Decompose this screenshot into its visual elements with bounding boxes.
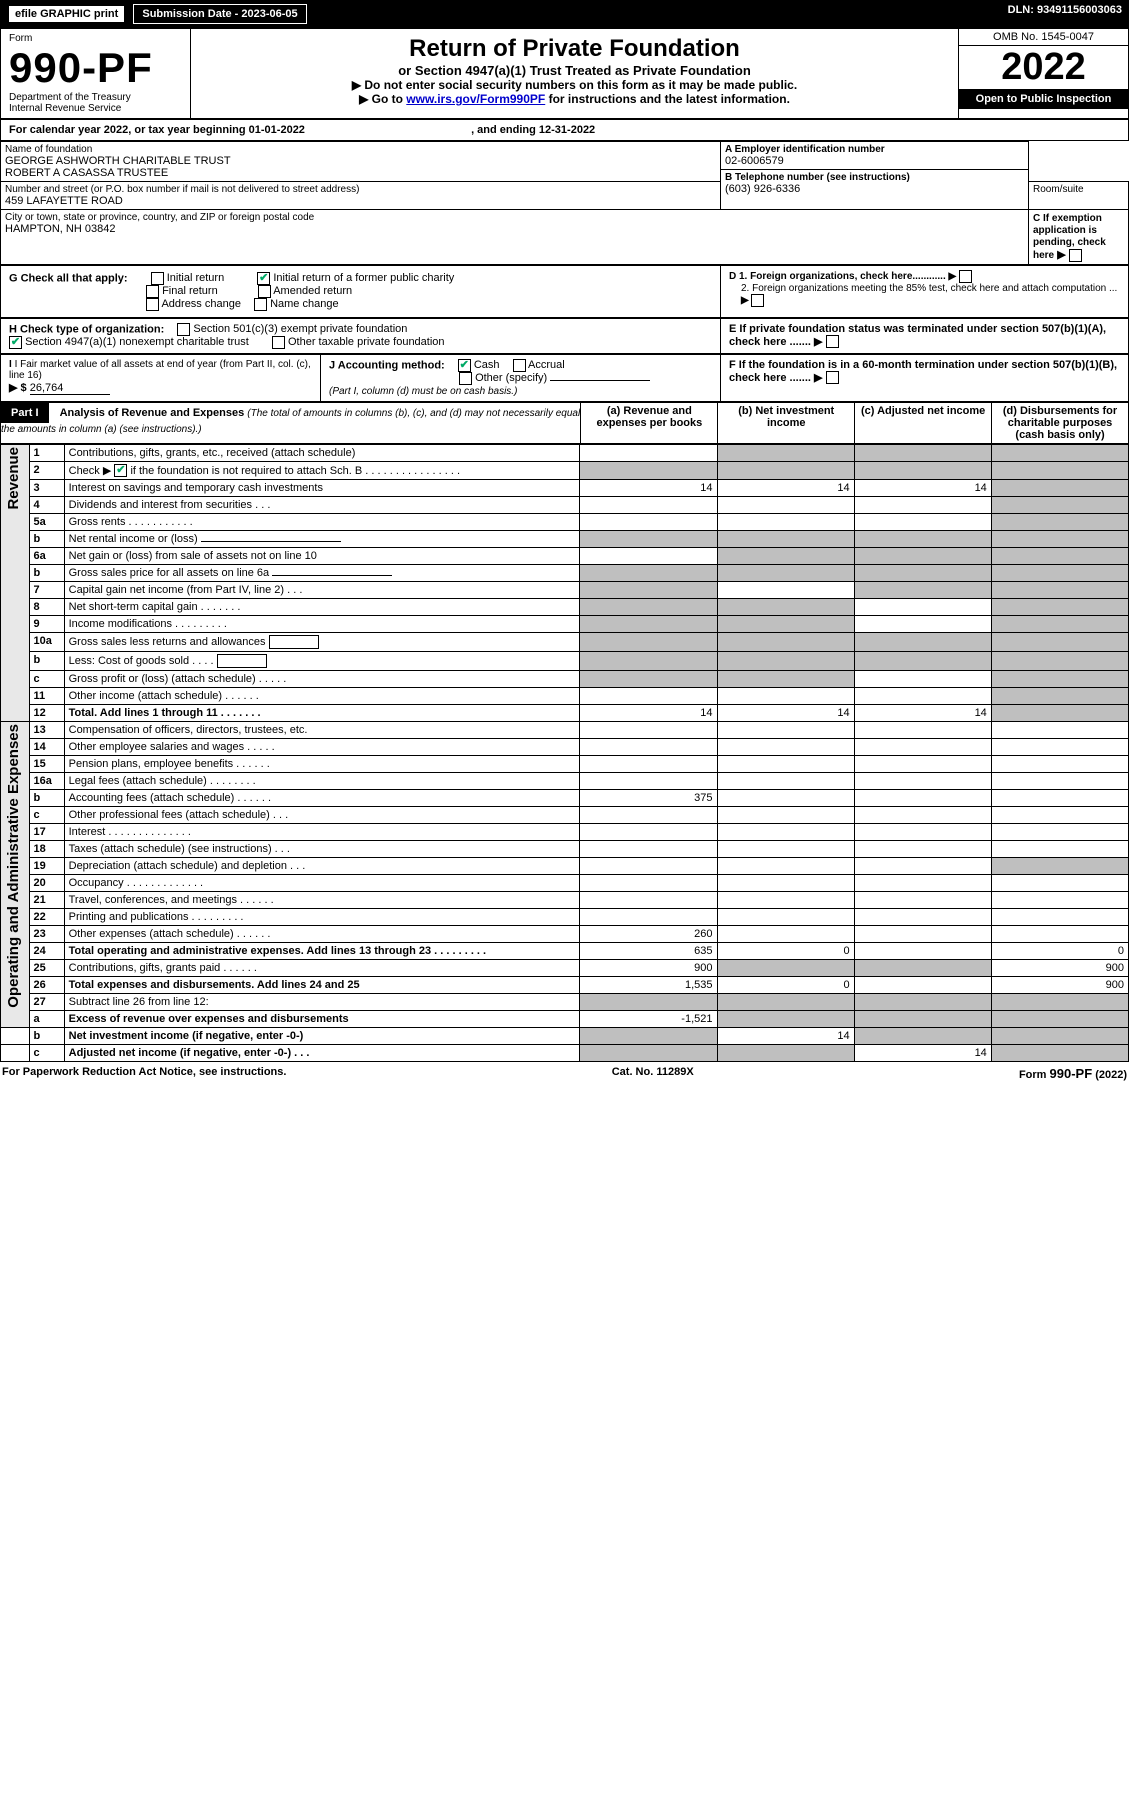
- title: Return of Private Foundation: [197, 35, 952, 63]
- footer-left: For Paperwork Reduction Act Notice, see …: [2, 1066, 286, 1081]
- city-label: City or town, state or province, country…: [5, 212, 1024, 223]
- h-label: H Check type of organization:: [9, 323, 164, 335]
- e-label: E If private foundation status was termi…: [729, 323, 1106, 348]
- tax-year: 2022: [1001, 46, 1086, 88]
- col-b: (b) Net investment income: [718, 402, 855, 443]
- name-label: Name of foundation: [5, 144, 716, 155]
- side-revenue: Revenue: [5, 447, 22, 510]
- chk-501c3[interactable]: [177, 323, 190, 336]
- h-e-block: H Check type of organization: Section 50…: [0, 318, 1129, 354]
- g-d-block: G Check all that apply: Initial return ✔…: [0, 265, 1129, 318]
- form-word: Form: [9, 33, 182, 44]
- foundation-name2: ROBERT A CASASSA TRUSTEE: [5, 167, 716, 179]
- note1: ▶ Do not enter social security numbers o…: [197, 78, 952, 92]
- part1-title: Analysis of Revenue and Expenses: [60, 407, 245, 419]
- main-header: Form 990-PF Department of the Treasury I…: [0, 28, 1129, 119]
- l2-text: Check ▶ ✔ if the foundation is not requi…: [64, 461, 580, 480]
- col-a: (a) Revenue and expenses per books: [581, 402, 718, 443]
- chk-final[interactable]: [146, 285, 159, 298]
- part1-header: Part I Analysis of Revenue and Expenses …: [0, 402, 1129, 444]
- l1-text: Contributions, gifts, grants, etc., rece…: [64, 444, 580, 461]
- chk-amended[interactable]: [258, 285, 271, 298]
- omb: OMB No. 1545-0047: [959, 29, 1128, 46]
- col-d: (d) Disbursements for charitable purpose…: [992, 402, 1129, 443]
- chk-other-tax[interactable]: [272, 336, 285, 349]
- chk-initial-former[interactable]: ✔: [257, 272, 270, 285]
- chk-initial[interactable]: [151, 272, 164, 285]
- chk-cash[interactable]: ✔: [458, 359, 471, 372]
- f-label: F If the foundation is in a 60-month ter…: [729, 359, 1117, 384]
- top-left: efile GRAPHIC print Submission Date - 20…: [1, 1, 421, 28]
- dln: DLN: 93491156003063: [421, 1, 1129, 28]
- foundation-name1: GEORGE ASHWORTH CHARITABLE TRUST: [5, 155, 716, 167]
- j-note: (Part I, column (d) must be on cash basi…: [329, 386, 517, 397]
- footer-mid: Cat. No. 11289X: [612, 1066, 694, 1081]
- part1-label: Part I: [1, 403, 49, 423]
- col-c: (c) Adjusted net income: [855, 402, 992, 443]
- chk-schb[interactable]: ✔: [114, 464, 127, 477]
- g-label: G Check all that apply:: [9, 272, 128, 284]
- dept: Department of the Treasury: [9, 92, 182, 103]
- phone: (603) 926-6336: [725, 183, 1024, 195]
- note2: ▶ Go to www.irs.gov/Form990PF for instru…: [197, 92, 952, 106]
- identity-block: Name of foundation GEORGE ASHWORTH CHARI…: [0, 141, 1129, 265]
- d1-label: D 1. Foreign organizations, check here..…: [729, 271, 946, 282]
- d1-chk[interactable]: [959, 270, 972, 283]
- cal-year-row: For calendar year 2022, or tax year begi…: [0, 119, 1129, 141]
- form-number: 990-PF: [9, 44, 182, 92]
- chk-address[interactable]: [146, 298, 159, 311]
- chk-namechange[interactable]: [254, 298, 267, 311]
- open-public: Open to Public Inspection: [959, 89, 1128, 109]
- ein: 02-6006579: [725, 155, 1024, 167]
- side-expenses: Operating and Administrative Expenses: [5, 724, 22, 1008]
- i-j-f-block: I I Fair market value of all assets at e…: [0, 354, 1129, 402]
- main-grid: Revenue 1 Contributions, gifts, grants, …: [0, 444, 1129, 1063]
- irs: Internal Revenue Service: [9, 103, 182, 114]
- j-label: J Accounting method:: [329, 359, 445, 371]
- footer-right: Form 990-PF (2022): [1019, 1066, 1127, 1081]
- street: 459 LAFAYETTE ROAD: [5, 195, 716, 207]
- i-value: 26,764: [30, 382, 110, 395]
- efile-box[interactable]: efile GRAPHIC print: [7, 4, 126, 24]
- d2-chk[interactable]: [751, 294, 764, 307]
- form-page: efile GRAPHIC print Submission Date - 20…: [0, 0, 1129, 1085]
- top-bar: efile GRAPHIC print Submission Date - 20…: [0, 0, 1129, 28]
- c-checkbox[interactable]: [1069, 249, 1082, 262]
- i-label: I Fair market value of all assets at end…: [9, 359, 311, 381]
- chk-accrual[interactable]: [513, 359, 526, 372]
- street-label: Number and street (or P.O. box number if…: [5, 184, 716, 195]
- e-chk[interactable]: [826, 335, 839, 348]
- submission-date: Submission Date - 2023-06-05: [133, 4, 306, 24]
- chk-other-acct[interactable]: [459, 372, 472, 385]
- irs-link[interactable]: www.irs.gov/Form990PF: [406, 92, 545, 106]
- chk-4947[interactable]: ✔: [9, 336, 22, 349]
- ein-label: A Employer identification number: [725, 144, 1024, 155]
- subtitle: or Section 4947(a)(1) Trust Treated as P…: [197, 63, 952, 78]
- f-chk[interactable]: [826, 371, 839, 384]
- footer: For Paperwork Reduction Act Notice, see …: [0, 1062, 1129, 1085]
- d2-label: 2. Foreign organizations meeting the 85%…: [741, 283, 1117, 294]
- phone-label: B Telephone number (see instructions): [725, 172, 1024, 183]
- room-label: Room/suite: [1033, 184, 1124, 195]
- city: HAMPTON, NH 03842: [5, 223, 1024, 235]
